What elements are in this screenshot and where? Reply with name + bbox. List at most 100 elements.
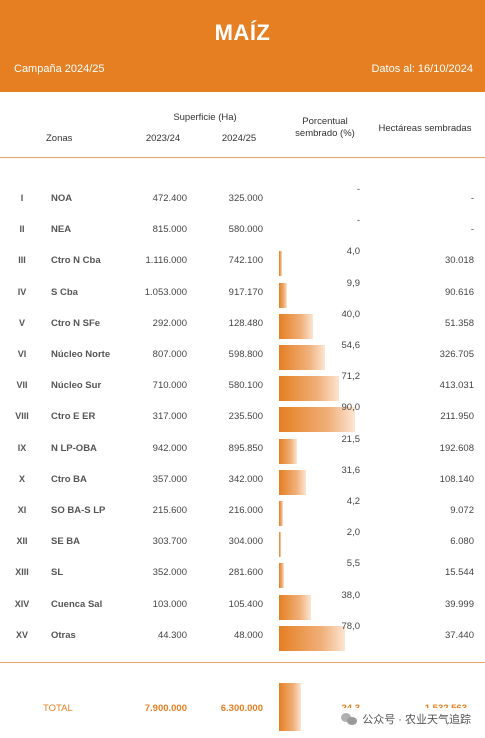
total-divider <box>0 662 485 663</box>
hectares-sown: 15.544 <box>444 567 474 579</box>
surface-2024: 580.100 <box>228 380 263 392</box>
zone-name: Otras <box>51 629 76 641</box>
percent-bar <box>279 407 355 433</box>
zone-name: NOA <box>51 193 73 204</box>
percent-sown: 90,0 <box>341 402 361 414</box>
surface-2023: 710.000 <box>152 380 187 392</box>
zone-number: II <box>19 224 25 235</box>
wechat-icon <box>341 712 358 726</box>
surface-2023: 292.000 <box>152 317 187 329</box>
percent-bar <box>279 282 288 308</box>
zone-name: SO BA-S LP <box>51 505 106 516</box>
table-row: I NOA 472.400 325.000 - - <box>0 183 485 214</box>
percent-sown: - <box>356 215 360 227</box>
watermark-text: 公众号 · 农业天气追踪 <box>362 714 471 726</box>
zone-name: N LP-OBA <box>51 442 97 454</box>
percent-sown: 21,5 <box>341 433 361 445</box>
header: MAÍZ Campaña 2024/25 Datos al: 16/10/202… <box>0 0 485 92</box>
header-year-2024: 2024/25 <box>221 133 257 144</box>
table-row: XIV Cuenca Sal 103.000 105.400 38,0 39.999 <box>0 589 485 620</box>
table-row: X Ctro BA 357.000 342.000 31,6 108.140 <box>0 464 485 495</box>
percent-bar <box>279 376 340 402</box>
header-surface: Superficie (Ha) <box>173 112 237 123</box>
zone-name: Ctro N SFe <box>51 317 101 329</box>
zone-number: III <box>18 255 26 266</box>
table-row: VIII Ctro E ER 317.000 235.500 90,0 211.950 <box>0 401 485 433</box>
table-row: XI SO BA-S LP 215.600 216.000 4,2 9.072 <box>0 495 485 526</box>
surface-2024: 895.850 <box>228 442 263 454</box>
surface-2024: 580.000 <box>228 224 263 236</box>
percent-bar <box>279 563 284 589</box>
data-date: Datos al: 16/10/2024 <box>371 63 473 75</box>
hectares-sown: 192.608 <box>439 442 474 454</box>
percent-sown: 40,0 <box>341 308 361 320</box>
hectares-sown: 30.018 <box>444 255 474 267</box>
zone-name: NEA <box>51 224 72 236</box>
surface-2024: 105.400 <box>228 598 263 610</box>
table-row: IX N LP-OBA 942.000 895.850 21,5 192.608 <box>0 433 485 464</box>
zone-name: Núcleo Sur <box>51 380 102 392</box>
zone-number: V <box>18 317 25 328</box>
zone-number: IX <box>17 442 27 453</box>
zone-name: Ctro E ER <box>51 411 96 423</box>
zone-name: Cuenca Sal <box>51 598 103 610</box>
table-row: IV S Cba 1.053.000 917.170 9,9 90.616 <box>0 277 485 308</box>
surface-2024: 304.000 <box>228 536 263 548</box>
table-row: XV Otras 44.300 48.000 78,0 37.440 <box>0 620 485 651</box>
surface-2023: 1.116.000 <box>145 255 187 267</box>
hectares-sown: 6.080 <box>450 536 474 548</box>
page-title: MAÍZ <box>214 20 271 45</box>
zone-name: Núcleo Norte <box>51 349 111 360</box>
percent-bar <box>279 251 283 277</box>
surface-2023: 317.000 <box>152 411 187 423</box>
percent-bar <box>279 501 283 526</box>
surface-2024: 742.100 <box>228 255 263 267</box>
campaign-label: Campaña 2024/25 <box>14 63 105 75</box>
percent-bar <box>279 345 326 370</box>
header-year-2023: 2023/24 <box>145 133 181 144</box>
zone-name: SL <box>51 567 64 579</box>
percent-bar <box>279 594 312 620</box>
surface-2023: 1.053.000 <box>144 286 187 298</box>
hectares-sown: 37.440 <box>444 629 474 641</box>
total-surface-2024: 6.300.000 <box>220 703 263 714</box>
percent-sown: - <box>356 184 360 195</box>
surface-2023: 352.000 <box>152 567 187 579</box>
hectares-sown: - <box>470 224 474 236</box>
percent-sown: 54,6 <box>341 340 361 351</box>
surface-2024: 216.000 <box>228 505 263 516</box>
header-sown: Hectáreas sembradas <box>378 123 472 134</box>
surface-2024: 325.000 <box>228 193 263 204</box>
table-row: XII SE BA 303.700 304.000 2,0 6.080 <box>0 526 485 558</box>
hectares-sown: 90.616 <box>444 286 474 298</box>
table-row: VII Núcleo Sur 710.000 580.100 71,2 413.031 <box>0 370 485 402</box>
percent-sown: 71,2 <box>341 371 361 383</box>
zone-name: Ctro BA <box>51 473 87 485</box>
table-row: III Ctro N Cba 1.116.000 742.100 4,0 30.018 <box>0 245 485 277</box>
surface-2024: 342.000 <box>228 473 263 485</box>
percent-bar <box>279 532 281 558</box>
zone-number: XIII <box>15 567 29 578</box>
percent-bar <box>279 438 298 464</box>
percent-sown: 4,2 <box>346 496 360 507</box>
zone-number: I <box>20 193 24 203</box>
hectares-sown: 326.705 <box>439 349 474 360</box>
header-percent-line1: Porcentual <box>302 116 348 127</box>
hectares-sown: 211.950 <box>440 411 474 423</box>
surface-2023: 103.000 <box>152 598 187 610</box>
surface-2023: 942.000 <box>152 442 187 454</box>
hectares-sown: - <box>470 193 474 204</box>
table-row: VI Núcleo Norte 807.000 598.800 54,6 326.705 <box>0 339 485 370</box>
percent-bar <box>279 625 345 651</box>
percent-sown: 38,0 <box>341 589 361 601</box>
hectares-sown: 39.999 <box>444 598 474 610</box>
zone-number: XII <box>16 536 28 547</box>
total-label: TOTAL <box>43 703 73 714</box>
watermark: 公众号 · 农业天气追踪 <box>337 708 475 730</box>
percent-sown: 2,0 <box>346 527 360 539</box>
surface-2023: 44.300 <box>157 629 187 641</box>
hectares-sown: 51.358 <box>444 317 474 329</box>
surface-2024: 281.600 <box>228 567 263 579</box>
percent-bar <box>279 313 313 339</box>
surface-2023: 357.000 <box>152 473 187 485</box>
